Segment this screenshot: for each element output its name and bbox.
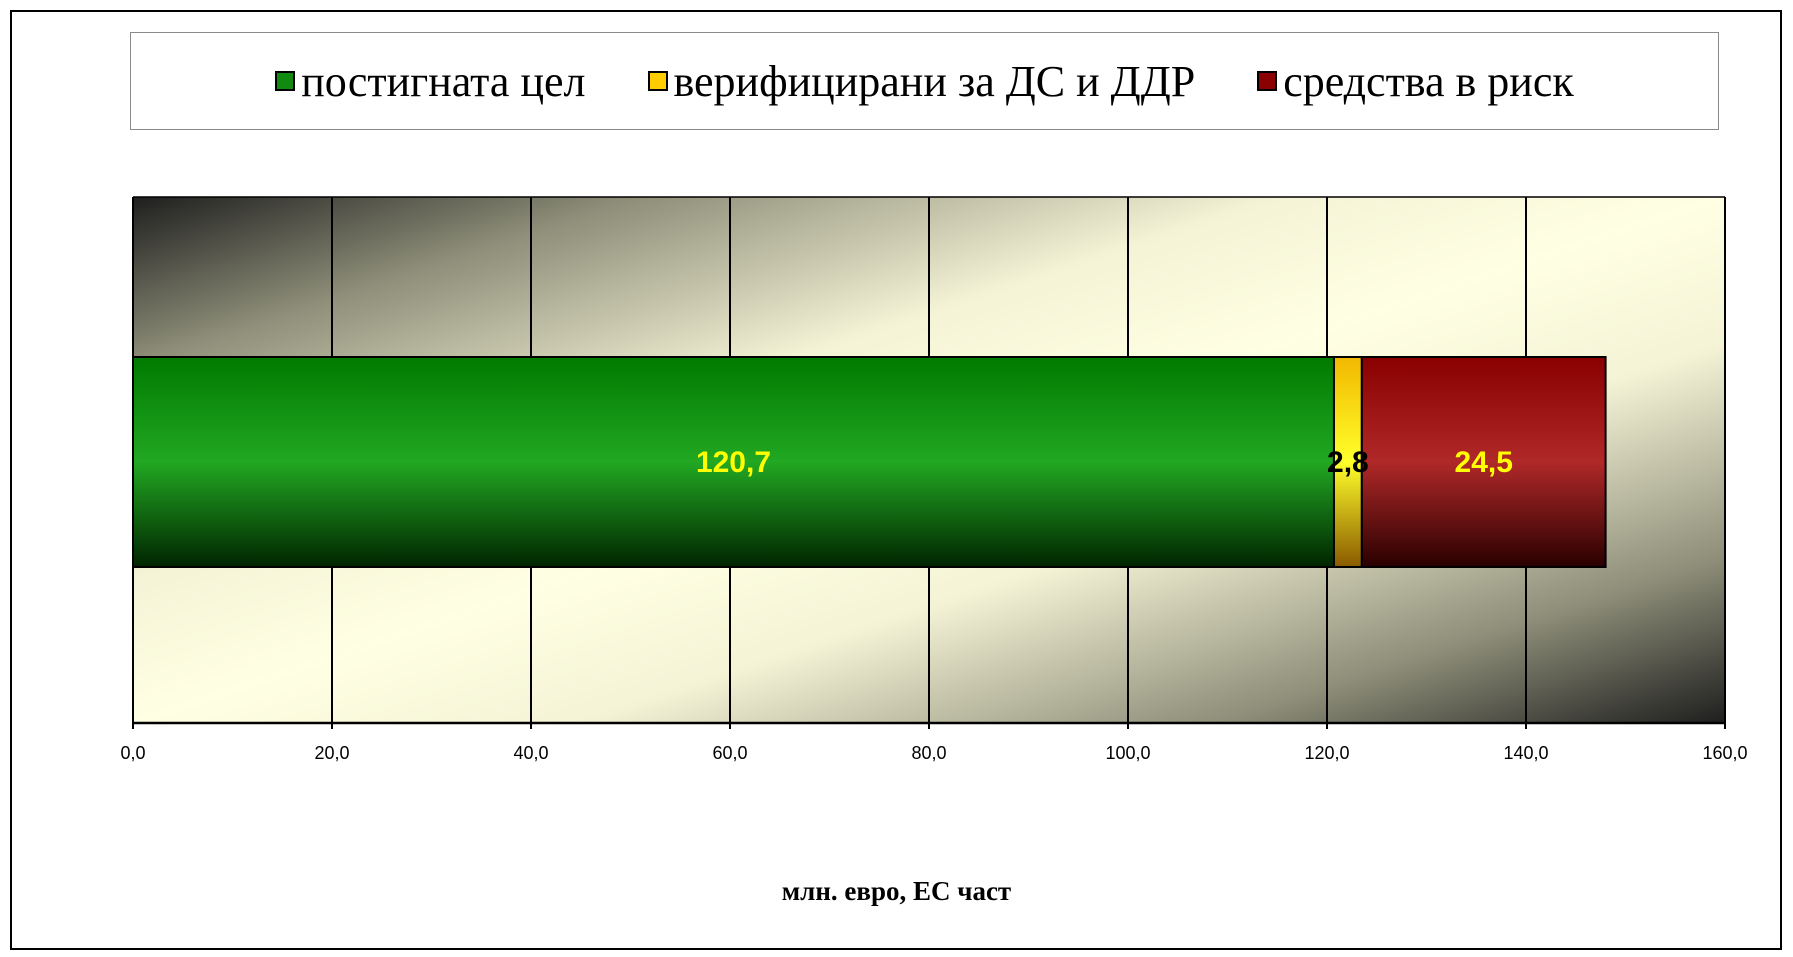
- legend-item-achieved: постигната цел: [275, 56, 586, 107]
- data-labels: 120,7 2,8 24,5: [696, 446, 1513, 479]
- bar-segment-1: [1332, 356, 1363, 568]
- tick-label-2: 40,0: [513, 743, 548, 763]
- data-label-2: 24,5: [1455, 446, 1513, 479]
- tick-label-7: 140,0: [1503, 743, 1548, 763]
- tick-label-3: 60,0: [712, 743, 747, 763]
- data-label-1: 2,8: [1327, 446, 1369, 479]
- legend-label-at-risk: средства в риск: [1283, 56, 1574, 106]
- tick-label-0: 0,0: [120, 743, 145, 763]
- legend-label-achieved: постигната цел: [301, 56, 586, 106]
- bars: [132, 356, 1607, 568]
- data-label-0: 120,7: [696, 446, 771, 479]
- legend: постигната цел верифицирани за ДС и ДДР …: [130, 32, 1719, 130]
- x-axis-title: млн. евро, ЕС част: [781, 876, 1012, 906]
- legend-swatch-achieved: [275, 71, 296, 91]
- legend-item-verified: верифицирани за ДС и ДДР: [647, 56, 1196, 107]
- bar-segment-2: [1360, 356, 1607, 568]
- legend-swatch-verified: [647, 71, 668, 91]
- bar-segment-0: [132, 356, 1335, 568]
- legend-item-at-risk: средства в риск: [1257, 56, 1574, 107]
- legend-label-verified: верифицирани за ДС и ДДР: [673, 56, 1196, 106]
- x-ticks: 0,0 20,0 40,0 60,0 80,0 100,0 120,0 140,0 160,0: [120, 723, 1748, 763]
- tick-label-5: 100,0: [1105, 743, 1150, 763]
- tick-label-8: 160,0: [1702, 743, 1747, 763]
- tick-label-4: 80,0: [911, 743, 946, 763]
- legend-swatch-at-risk: [1257, 71, 1278, 91]
- tick-label-6: 120,0: [1304, 743, 1349, 763]
- tick-label-1: 20,0: [314, 743, 349, 763]
